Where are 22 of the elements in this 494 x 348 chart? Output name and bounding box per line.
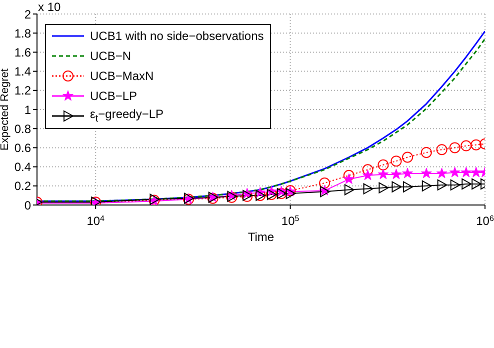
- y-tick-label: 2: [24, 7, 32, 22]
- y-tick-label: 0.8: [14, 122, 32, 136]
- y-tick-label: 0.6: [14, 140, 32, 155]
- y-axis-title: Expected Regret: [0, 68, 11, 150]
- x-tick-label: 10$^{5}$: [281, 214, 300, 228]
- legend-label: UCB−LP: [90, 89, 138, 103]
- x-axis-title: Time: [248, 230, 274, 244]
- y-tick-label: 0.4: [14, 160, 32, 174]
- legend-label: UCB−MaxN: [90, 69, 154, 83]
- y-tick-label: 1.2: [14, 84, 32, 98]
- annotation: x 10: [38, 0, 61, 14]
- y-tick-label: 0: [24, 198, 32, 212]
- legend-label: UCB−N: [90, 49, 132, 63]
- y-tick-label: 1.8: [14, 26, 32, 40]
- legend-label: ε$_{t}$−greedy−LP: [90, 107, 164, 125]
- legend-label: UCB1 with no side−observations: [90, 29, 264, 43]
- y-tick-label: 1.4: [14, 64, 32, 79]
- y-tick-label: 0.2: [14, 179, 32, 194]
- x-tick-label: 10$^{6}$: [476, 214, 494, 228]
- y-tick-label: 1: [24, 102, 32, 117]
- y-tick-label: 1.6: [14, 45, 32, 60]
- x-tick-label: 10$^{4}$: [86, 214, 106, 228]
